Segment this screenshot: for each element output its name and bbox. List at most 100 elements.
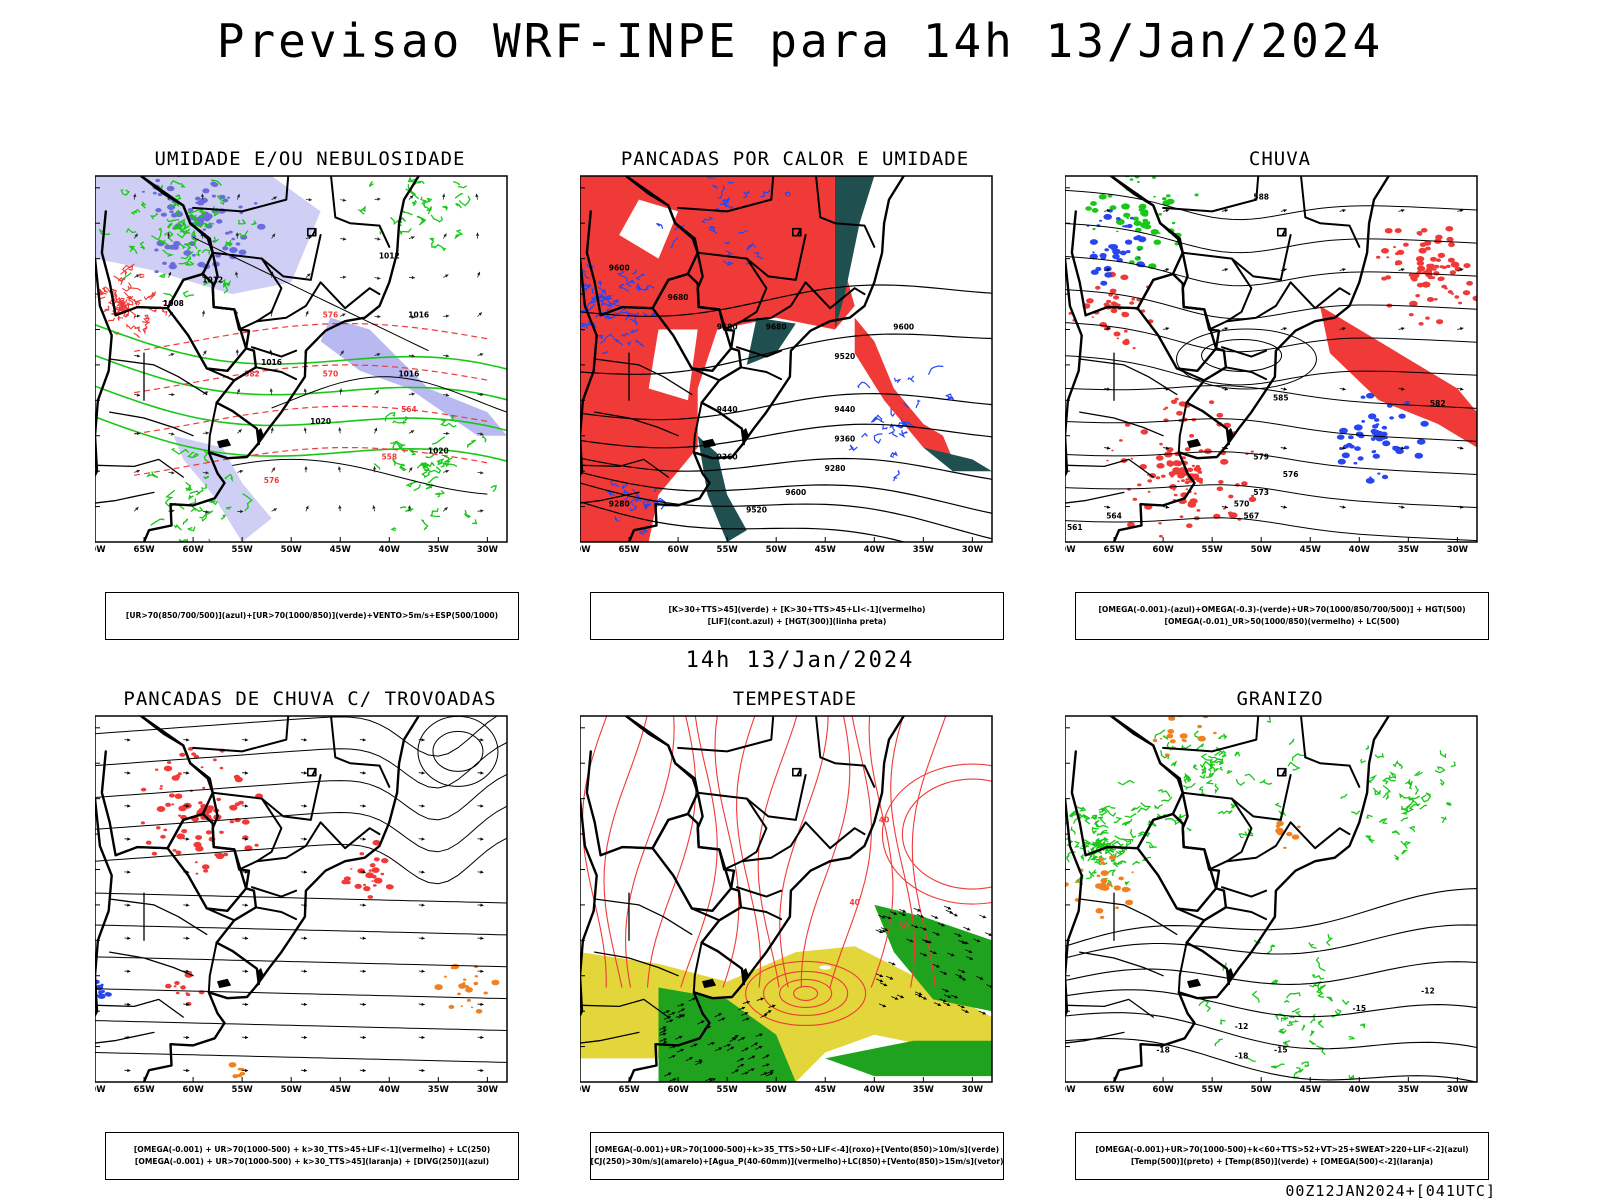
border-brazil (139, 716, 260, 986)
temp850-contour-green (1198, 786, 1206, 796)
rain-patch-red (1415, 256, 1425, 262)
panel-trovoadas[interactable]: PANCADAS DE CHUVA C/ TROVOADAS 12S15S18S… (95, 688, 525, 1180)
temp850-contour-green (1294, 1010, 1302, 1018)
wind-vector-head (741, 1037, 745, 1041)
omega-patch-blue (1398, 449, 1402, 452)
state-border (723, 797, 768, 871)
streamline-arrow-head (421, 1068, 425, 1073)
streamline-arrow-head (1106, 505, 1111, 509)
streamline-arrow-head (1460, 387, 1464, 391)
omega-patch-blue (1339, 427, 1348, 434)
humidity-contour-green (394, 441, 406, 446)
thunderstorm-patch-red (174, 981, 180, 985)
rain-patch-red (1433, 271, 1440, 276)
omega-patch-blue (1129, 216, 1134, 220)
divergence-patch-blue (100, 983, 104, 986)
omega-patch-green (1129, 178, 1134, 181)
rain-patch-red (1450, 261, 1460, 268)
wind-vector-head (445, 393, 450, 397)
wind-vector-head (480, 509, 484, 513)
temp850-contour-green (1291, 1007, 1300, 1013)
province-border (594, 898, 693, 936)
capital-marker (306, 767, 317, 777)
map-tempestade[interactable]: 40405012S15S18S21S24S27S30S33S36S39S42S7… (580, 712, 1010, 1132)
temp850-contour-green (1217, 810, 1233, 815)
humidity-patch (204, 217, 210, 222)
humidity-contour-green (187, 526, 196, 532)
lif-contour-blue (888, 430, 898, 438)
wind-vector-head (480, 432, 484, 436)
thickness-contour-red (117, 277, 126, 282)
wind-vector-head (740, 1058, 744, 1061)
humidity-contour-green (163, 292, 174, 298)
rain-patch-red (1250, 450, 1254, 453)
thunderstorm-patch-red (370, 863, 376, 867)
province-border (96, 998, 184, 1018)
panel-tempestade[interactable]: TEMPESTADE 40405012S15S18S21S24S27S30S33… (580, 688, 1010, 1180)
thunderstorm-patch-red (193, 754, 200, 759)
streamline-arrow-head (1401, 327, 1405, 331)
humidity-contour-green (173, 222, 180, 228)
wind-vector-head (745, 1047, 749, 1051)
humidity-patch (197, 263, 201, 266)
map-trovoadas[interactable]: 12S15S18S21S24S27S30S33S36S39S42S70W65W6… (95, 712, 525, 1132)
wind-vector-head (968, 950, 973, 953)
humidity-patch (170, 261, 176, 266)
rain-patch-red (1186, 523, 1193, 528)
legend-box: [K>30+TTS>45](verde) + [K>30+TTS>45+LI<-… (590, 592, 1004, 640)
temp850-contour-green (1365, 745, 1370, 751)
contour-label: 50 (898, 922, 908, 931)
streamline-arrow-head (1283, 209, 1287, 213)
rain-patch-red (1128, 523, 1132, 527)
streamline-arrow-head (362, 870, 366, 874)
height-contour (580, 284, 992, 317)
border-uruguay (1177, 941, 1188, 994)
wind-vector-head (171, 432, 175, 436)
wind-streamline-red (779, 716, 829, 988)
rain-patch-red (1437, 276, 1444, 282)
map-chuva[interactable]: 58858558257957657357056756456112S15S18S2… (1065, 172, 1495, 592)
wind-vector-head (308, 198, 312, 202)
humidity-contour-green (454, 192, 464, 199)
wind-vector-head (377, 314, 381, 319)
lon-label: 35W (913, 545, 935, 555)
panel-granizo[interactable]: GRANIZO -12-12-15-15-18-1812S15S18S21S24… (1065, 688, 1495, 1180)
omega-patch-blue (1100, 255, 1107, 260)
lif-contour-blue (848, 444, 858, 452)
map-granizo[interactable]: -12-12-15-15-18-1812S15S18S21S24S27S30S3… (1065, 712, 1495, 1132)
panel-pancadas-calor[interactable]: PANCADAS POR CALOR E UMIDADE 9600 9680 968… (580, 148, 1010, 640)
lif-contour-blue (724, 242, 730, 245)
temp850-contour-green (1066, 854, 1070, 863)
rain-patch-red (1472, 295, 1477, 302)
legend-line: [LIF](cont.azul) + [HGT(300)](linha pret… (707, 617, 887, 626)
wind-vector-head (445, 314, 450, 318)
humidity-contour-green (443, 455, 453, 462)
wind-vector-head (445, 354, 450, 358)
streamline-arrow-head (1401, 268, 1405, 272)
humidity-contour-green (423, 203, 431, 212)
humidity-contour-green (224, 473, 234, 483)
map-pancadas-calor[interactable]: 9600 9680 9680 9680 9600 9520 9440 9360 9280 9600… (580, 172, 1010, 592)
border-bolivia (1069, 176, 1184, 317)
omega500-patch-orange (1169, 739, 1176, 744)
panel-umidade[interactable]: UMIDADE E/OU NEBULOSIDADE 1008 1012 1016 10… (95, 148, 525, 640)
border-chile-argentina (1065, 797, 1083, 1018)
province-border (1066, 458, 1154, 478)
temp850-contour-green (1217, 733, 1228, 741)
map-umidade[interactable]: 1008 1012 1016 1020 1012 1016 1016 1020 576 576 57… (95, 172, 525, 592)
wind-vector-head (340, 350, 344, 354)
wind-vector-head (954, 913, 958, 917)
lif-contour-blue (907, 375, 915, 383)
thunderstorm-patch-red (167, 986, 170, 989)
border-uruguay (692, 941, 703, 994)
humidity-area-blue (173, 435, 272, 542)
humidity-patch (191, 253, 196, 257)
height-contour (1065, 223, 1477, 254)
thunderstorm-patch-orange (228, 1062, 237, 1068)
humidity-patch (169, 210, 174, 214)
wind-vector-head (307, 273, 311, 277)
omega-patch-blue (1104, 248, 1109, 252)
panel-chuva[interactable]: CHUVA 58858558257957657357056756456112S1… (1065, 148, 1495, 640)
temp850-contour-green (1090, 816, 1097, 820)
wind-vector-head (950, 953, 955, 957)
